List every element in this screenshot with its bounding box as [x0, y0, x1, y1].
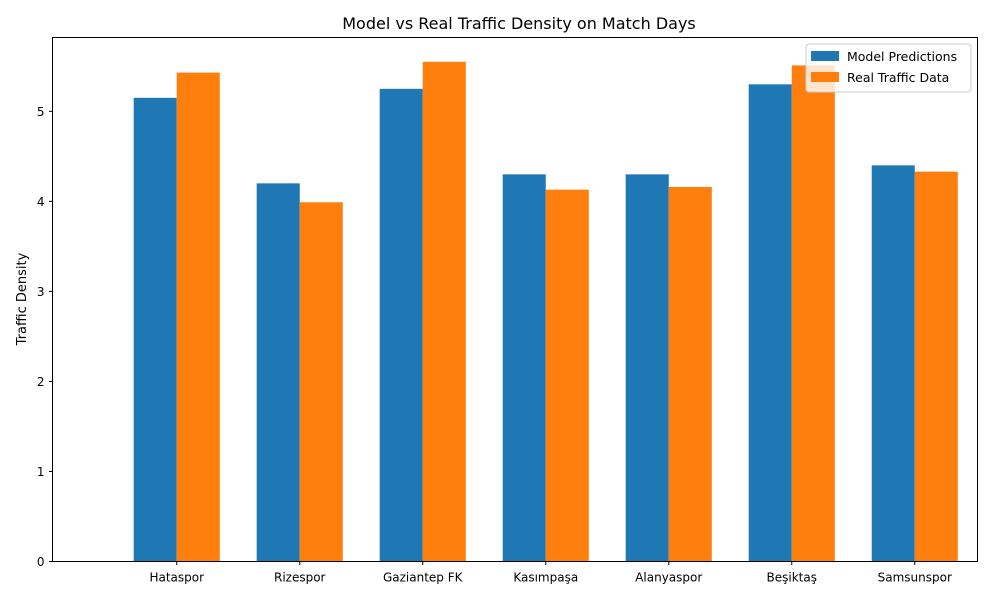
y-tick-label: 1 [37, 465, 45, 479]
bar-model-6 [871, 165, 915, 562]
x-axis-ticks: Hataspor Rizespor Gaziantep FK Kasımpaşa Ala… [149, 561, 952, 585]
legend-label-1: Real Traffic Data [847, 70, 949, 85]
y-tick-label: 2 [37, 375, 45, 389]
x-tick-label: Gaziantep FK [383, 571, 464, 585]
bar-model-1 [256, 183, 300, 562]
bar-model-4 [625, 174, 669, 562]
bar-real-4 [668, 186, 712, 562]
x-tick-label: Beşiktaş [767, 571, 817, 585]
y-tick-label: 5 [37, 105, 45, 119]
x-tick-label: Alanyaspor [635, 571, 702, 585]
x-tick-label: Samsunspor [878, 571, 952, 585]
legend: Model Predictions Real Traffic Data [805, 43, 972, 93]
bar-model-3 [502, 174, 546, 562]
bar-model-0 [133, 97, 177, 562]
y-tick-label: 0 [37, 555, 45, 569]
x-tick-label: Rizespor [274, 571, 326, 585]
y-axis-label: Traffic Density [15, 252, 30, 346]
legend-swatch-0 [811, 51, 839, 61]
plot-area-frame [52, 37, 978, 562]
bar-real-5 [791, 65, 835, 562]
chart-title: Model vs Real Traffic Density on Match D… [342, 14, 696, 33]
bar-real-1 [299, 202, 343, 562]
legend-box [805, 43, 972, 93]
bar-model-5 [748, 84, 792, 562]
bars-group [133, 61, 958, 562]
x-tick-label: Hataspor [149, 571, 204, 585]
x-tick-label: Kasımpaşa [513, 571, 578, 585]
bar-real-6 [914, 171, 958, 562]
y-tick-label: 3 [37, 285, 45, 299]
bar-model-2 [379, 88, 423, 562]
legend-swatch-1 [811, 72, 839, 82]
y-tick-label: 4 [37, 195, 45, 209]
y-axis-ticks: 0 1 2 3 4 5 [37, 105, 53, 569]
bar-real-3 [545, 189, 589, 562]
legend-label-0: Model Predictions [847, 49, 957, 64]
bar-real-0 [176, 72, 220, 562]
bar-real-2 [422, 61, 466, 562]
